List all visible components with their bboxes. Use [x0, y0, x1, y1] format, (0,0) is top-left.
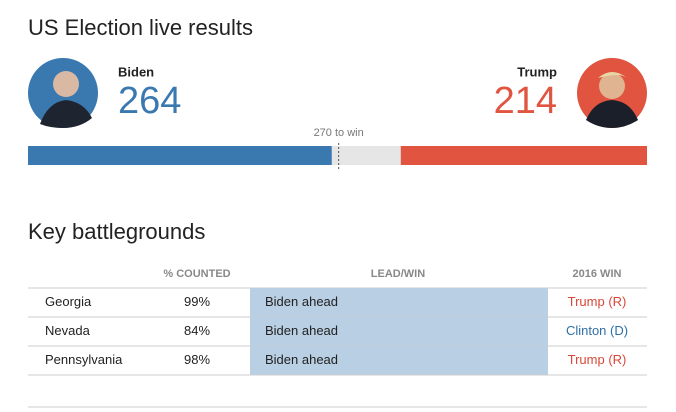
lead-cell — [250, 317, 548, 346]
candidate-name: Biden — [118, 64, 154, 79]
lead-status: Biden ahead — [265, 352, 338, 367]
biden-avatar — [28, 58, 98, 128]
section-title: Key battlegrounds — [28, 219, 205, 244]
percent-counted: 98% — [184, 352, 210, 367]
vote-bar — [28, 146, 332, 165]
state-name: Georgia — [45, 294, 92, 309]
lead-status: Biden ahead — [265, 294, 338, 309]
column-header: % COUNTED — [163, 268, 230, 280]
candidate-name: Trump — [517, 64, 557, 79]
trump-avatar — [577, 58, 647, 128]
winner-2016: Trump (R) — [568, 352, 627, 367]
lead-cell — [250, 288, 548, 317]
lead-status: Biden ahead — [265, 323, 338, 338]
state-name: Nevada — [45, 323, 91, 338]
lead-cell — [250, 346, 548, 375]
percent-counted: 84% — [184, 323, 210, 338]
vote-bar — [400, 146, 647, 165]
column-header: 2016 WIN — [573, 268, 622, 280]
page-title: US Election live results — [28, 15, 253, 40]
state-name: Pennsylvania — [45, 352, 123, 367]
winner-2016: Trump (R) — [568, 294, 627, 309]
threshold-label: 270 to win — [314, 127, 364, 139]
column-header: LEAD/WIN — [371, 268, 425, 280]
winner-2016: Clinton (D) — [566, 323, 628, 338]
percent-counted: 99% — [184, 294, 210, 309]
electoral-votes: 264 — [118, 80, 181, 122]
electoral-votes: 214 — [494, 80, 557, 122]
